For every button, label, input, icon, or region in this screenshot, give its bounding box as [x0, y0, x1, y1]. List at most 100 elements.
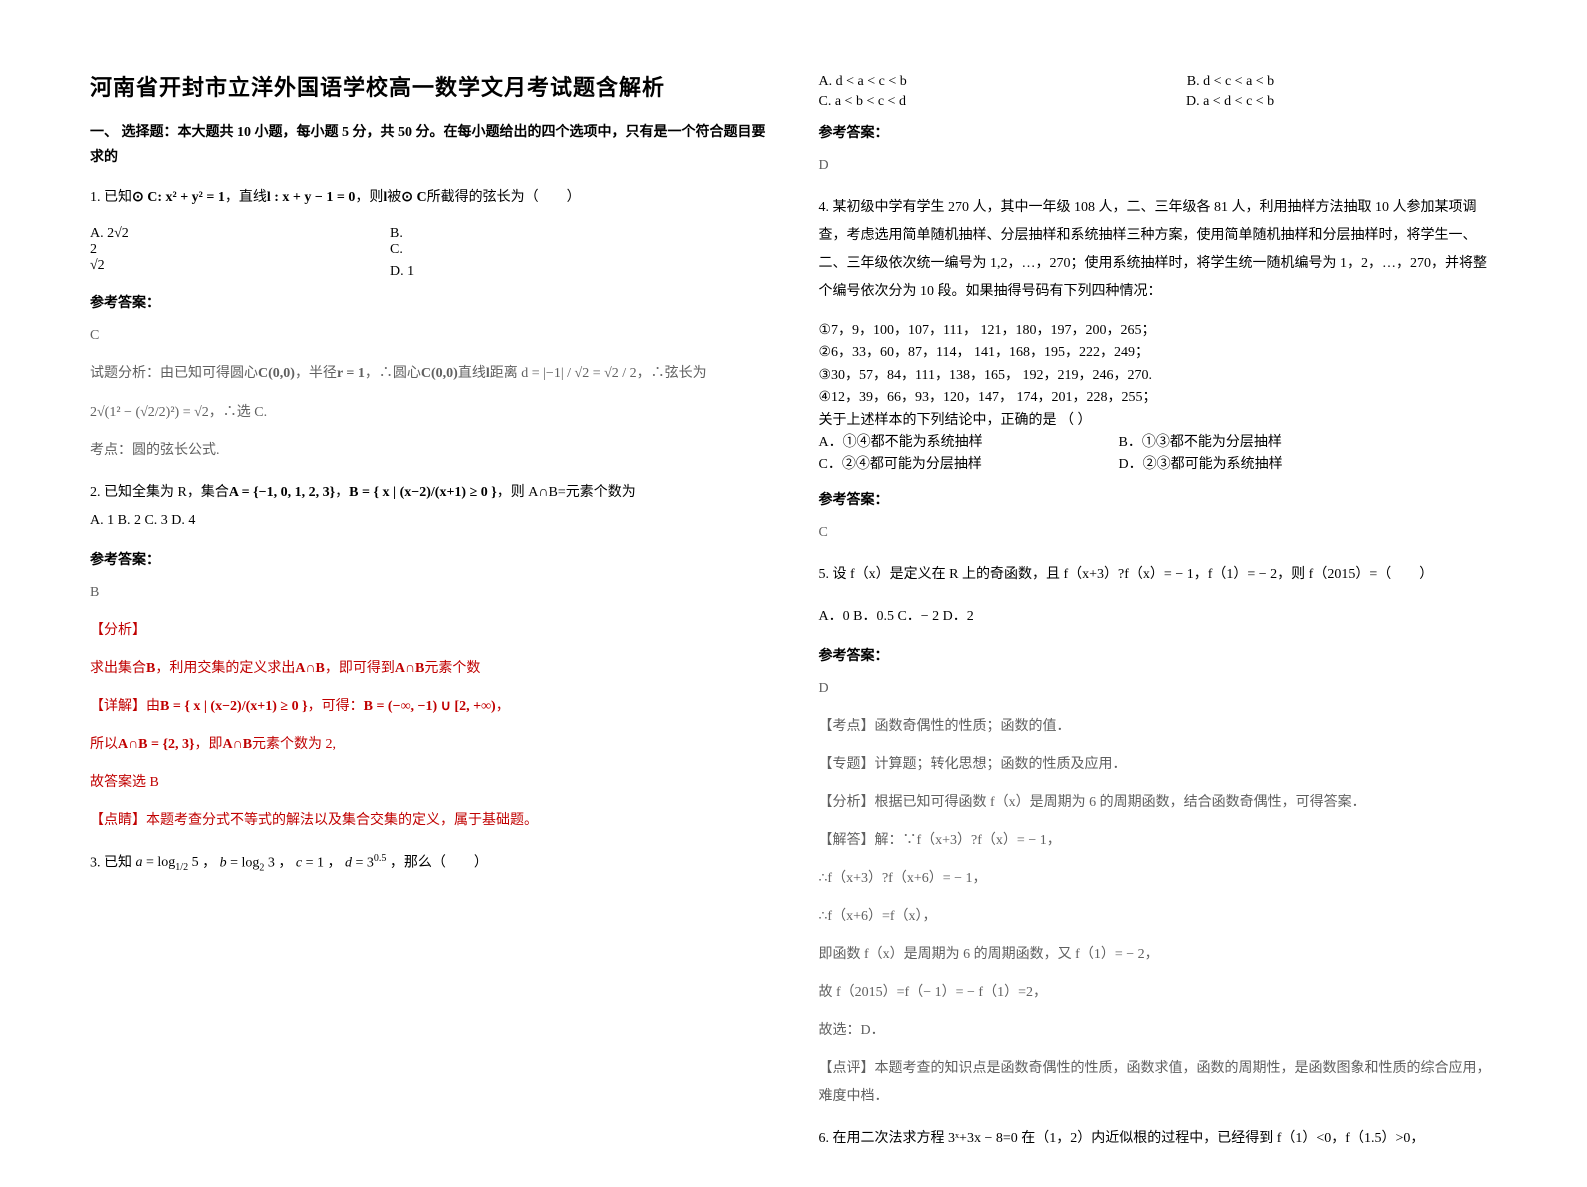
- q1-stem-b: ，直线: [225, 190, 267, 205]
- q2-Bres: B = (−∞, −1) ∪ [2, +∞): [364, 699, 496, 714]
- q5-fenxi: 【分析】根据已知可得函数 f（x）是周期为 6 的周期函数，结合函数奇偶性，可得…: [819, 789, 1498, 817]
- q1-stem-c: ，则: [355, 190, 383, 205]
- question-5-opts: A．0 B．0.5 C．− 2 D．2: [819, 603, 1498, 631]
- q5-dianping: 【点评】本题考查的知识点是函数奇偶性的性质，函数求值，函数的周期性，是函数图象和…: [819, 1055, 1498, 1111]
- q1-opt-a: A. 2√2: [90, 226, 390, 242]
- q5-jieda-1: ∴f（x+3）?f（x+6）= − 1，: [819, 865, 1498, 893]
- q3-opt-b: B. d < c < a < b: [1187, 74, 1274, 90]
- q1-stem-d: 被: [387, 190, 401, 205]
- q2-answer-letter: B: [90, 579, 769, 607]
- q2-soa: 所以: [90, 737, 118, 752]
- q2-B: B = { x | (x−2)/(x+1) ≥ 0 }: [349, 485, 497, 500]
- q2-xjb: ，可得：: [308, 699, 364, 714]
- q2-fxb: ，利用交集的定义求出: [155, 661, 295, 676]
- q1-line: l : x + y − 1 = 0: [267, 190, 355, 205]
- q2-sc: ，则 A∩B=元素个数为: [497, 485, 636, 500]
- q2-sb: ，: [335, 485, 349, 500]
- q4-line-2: ②6，33，60，87，114， 141，168，195，222，249；: [819, 342, 1498, 364]
- q5-jieda-5: 故选：D．: [819, 1017, 1498, 1045]
- q4-line-4: ④12，39，66，93，120，147， 174，201，228，255；: [819, 387, 1498, 409]
- q5-answer-letter: D: [819, 675, 1498, 703]
- q3-sb: ，: [202, 855, 216, 870]
- q4-opt-c: C．②④都可能为分层抽样: [819, 454, 1119, 476]
- q1-sel: 选 C.: [237, 405, 267, 420]
- q1-opt-c: C.: [390, 242, 414, 258]
- q1-chord: 2√(1² − (√2/2)²) = √2，∴选 C.: [90, 399, 769, 427]
- q2-ab23: A∩B = {2, 3}: [118, 737, 195, 752]
- question-4-stem: 4. 某初级中学有学生 270 人，其中一年级 108 人，二、三年级各 81 …: [819, 194, 1498, 306]
- q1-c00a: C(0,0): [258, 367, 295, 382]
- question-6-stem: 6. 在用二次法求方程 3ˣ+3x − 8=0 在（1，2）内近似根的过程中，已…: [819, 1125, 1498, 1153]
- q4-answer-label: 参考答案：: [819, 489, 1498, 509]
- q3-sa: 3. 已知: [90, 855, 132, 870]
- q4-line-1: ①7，9，100，107，111， 121，180，197，200，265；: [819, 320, 1498, 342]
- q1-e1c: ，∴圆心: [365, 367, 421, 382]
- question-2: 2. 已知全集为 R，集合A = {−1, 0, 1, 2, 3}，B = { …: [90, 479, 769, 535]
- question-3: 3. 已知 a = log1/2 5 ， b = log2 3 ， c = 1 …: [90, 849, 769, 878]
- q2-opts: A. 1 B. 2 C. 3 D. 4: [90, 507, 769, 535]
- q5-kaodian: 【考点】函数奇偶性的性质；函数的值．: [819, 713, 1498, 741]
- q2-dianjing: 【点睛】本题考查分式不等式的解法以及集合交集的定义，属于基础题。: [90, 807, 769, 835]
- q2-so: 所以A∩B = {2, 3}，即A∩B元素个数为 2,: [90, 731, 769, 759]
- q1-kaodian: 考点：圆的弦长公式.: [90, 437, 769, 465]
- q3-sd: ，: [328, 855, 342, 870]
- q1-answer-label: 参考答案：: [90, 292, 769, 312]
- q4-answer-letter: C: [819, 519, 1498, 547]
- q4-opt-b: B．①③都不能为分层抽样: [1119, 432, 1282, 454]
- page-title: 河南省开封市立洋外国语学校高一数学文月考试题含解析: [90, 70, 769, 102]
- q3-answer-label: 参考答案：: [819, 122, 1498, 142]
- q2-Bs: B: [146, 661, 155, 676]
- q1-dist: d = |−1| / √2 = √2 / 2: [521, 360, 636, 388]
- q5-answer-label: 参考答案：: [819, 645, 1498, 665]
- q5-jieda-2: ∴f（x+6）=f（x），: [819, 903, 1498, 931]
- q3-sc: ，: [278, 855, 292, 870]
- q3-opt-c: C. a < b < c < d: [819, 94, 906, 110]
- q1-opt-2: 2: [90, 242, 390, 258]
- q4-opt-d: D．②③都可能为系统抽样: [1119, 454, 1283, 476]
- question-1: 1. 已知⊙ C: x² + y² = 1，直线l : x + y − 1 = …: [90, 184, 769, 212]
- q2-ab3: A∩B: [223, 737, 253, 752]
- q2-fxa: 求出集合: [90, 661, 146, 676]
- q2-sob: ，即: [195, 737, 223, 752]
- q5-jieda-4: 故 f（2015）=f（− 1）= − f（1）=2，: [819, 979, 1498, 1007]
- q3-answer-letter: D: [819, 152, 1498, 180]
- q1-e1a: 试题分析：由已知可得圆心: [90, 367, 258, 382]
- q1-e1e: 距离: [490, 367, 518, 382]
- q1-r1: r = 1: [337, 367, 365, 382]
- q2-sa: 2. 已知全集为 R，集合: [90, 485, 229, 500]
- q1-stem-e: 所截得的弦长为（ ）: [427, 190, 581, 205]
- q2-xja: 【详解】由: [90, 699, 160, 714]
- q2-fxc: ，即可得到: [325, 661, 395, 676]
- q1-C: ⊙ C: [401, 190, 426, 205]
- q1-e1b: ，半径: [295, 367, 337, 382]
- q1-circle: ⊙ C: x² + y² = 1: [132, 190, 225, 205]
- q5-zhuanti: 【专题】计算题；转化思想；函数的性质及应用．: [819, 751, 1498, 779]
- q2-A: A = {−1, 0, 1, 2, 3}: [229, 485, 335, 500]
- q2-Bexpr: B = { x | (x−2)/(x+1) ≥ 0 }: [160, 699, 308, 714]
- q4-line-3: ③30，57，84，111，138，165， 192，219，246，270.: [819, 365, 1498, 387]
- q1-e1d: 直线: [458, 367, 486, 382]
- q1-opt-r2: √2: [90, 258, 390, 274]
- q2-select: 故答案选 B: [90, 769, 769, 797]
- q5-jieda-3: 即函数 f（x）是周期为 6 的周期函数，又 f（1）= − 2，: [819, 941, 1498, 969]
- q2-ab2: A∩B: [395, 661, 425, 676]
- q1-c00b: C(0,0): [421, 367, 458, 382]
- q3-se: ，那么（ ）: [390, 855, 488, 870]
- q2-soc: 元素个数为 2,: [252, 737, 336, 752]
- q1-e1f: ，∴弦长为: [637, 367, 707, 382]
- q3-opt-d: D. a < d < c < b: [1186, 94, 1274, 110]
- q2-xiangjie: 【详解】由B = { x | (x−2)/(x+1) ≥ 0 }，可得：B = …: [90, 693, 769, 721]
- q1-chord-val: 2√(1² − (√2/2)²) = √2，∴: [90, 405, 237, 420]
- q1-stem-a: 1. 已知: [90, 190, 132, 205]
- q2-fxd: 元素个数: [424, 661, 480, 676]
- q4-opt-a: A．①④都不能为系统抽样: [819, 432, 1119, 454]
- q2-ab1: A∩B: [295, 661, 325, 676]
- q3-opt-a: A. d < a < c < b: [819, 74, 907, 90]
- q1-answer-letter: C: [90, 322, 769, 350]
- q1-opt-d: D. 1: [390, 264, 414, 280]
- q1-explanation-1: 试题分析：由已知可得圆心C(0,0)，半径r = 1，∴圆心C(0,0)直线l距…: [90, 360, 769, 388]
- q2-fenxi-body: 求出集合B，利用交集的定义求出A∩B，即可得到A∩B元素个数: [90, 655, 769, 683]
- q2-answer-label: 参考答案：: [90, 549, 769, 569]
- q5-jieda-0: 【解答】解：∵f（x+3）?f（x）= − 1，: [819, 827, 1498, 855]
- section-heading: 一、 选择题：本大题共 10 小题，每小题 5 分，共 50 分。在每小题给出的…: [90, 120, 769, 170]
